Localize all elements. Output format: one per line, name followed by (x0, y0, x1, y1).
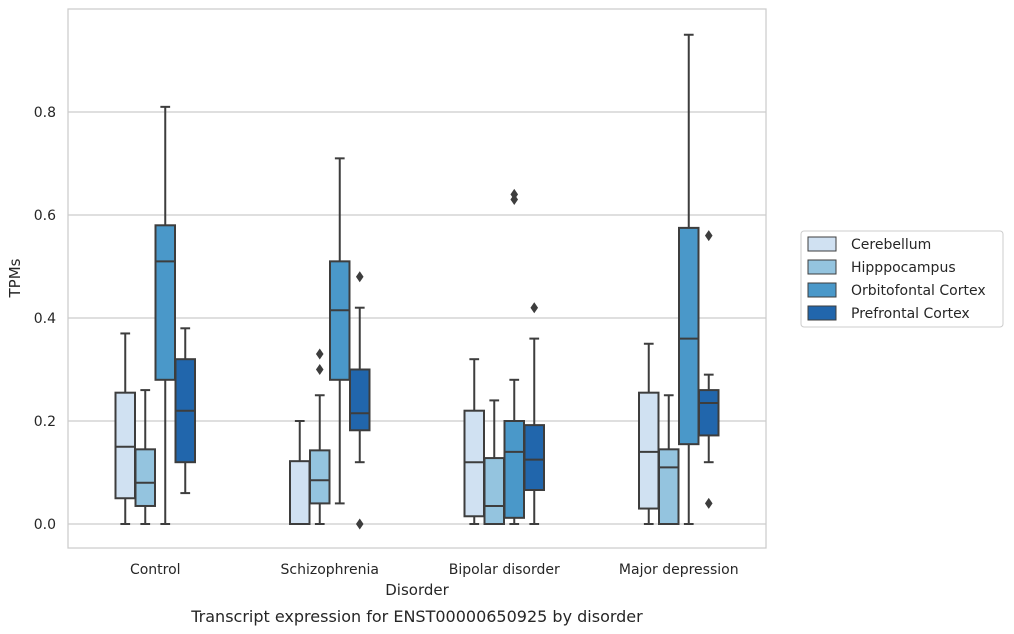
box-hipppocampus (483, 399, 505, 525)
x-tick-label: Bipolar disorder (449, 562, 560, 578)
chart-caption: Transcript expression for ENST0000065092… (190, 607, 643, 626)
y-tick-label: 0.4 (34, 311, 56, 327)
box-hipppocampus (134, 389, 156, 525)
y-tick-label: 0.6 (34, 208, 56, 224)
legend-swatch (807, 259, 837, 275)
outlier-point (355, 518, 364, 530)
legend-label: Hipppocampus (851, 260, 956, 276)
outlier-point (704, 497, 713, 509)
box-hipppocampus (658, 394, 680, 526)
y-axis-label: TPMs (6, 258, 24, 298)
x-tick-label: Control (130, 562, 181, 578)
box-cerebellum (114, 332, 136, 525)
outlier-point (355, 271, 364, 283)
box-body (154, 224, 176, 381)
legend: Cerebellum Hipppocampus Orbitofontal Corte… (800, 230, 1004, 328)
box-prefrontal-cortex (523, 302, 545, 525)
box-body (114, 391, 136, 500)
legend-label: Prefrontal Cortex (851, 306, 970, 322)
box-body (329, 260, 351, 381)
box-body (483, 457, 505, 525)
outlier-point (530, 302, 539, 314)
box-orbitofontal-cortex (503, 188, 525, 525)
x-tick-label: Schizophrenia (281, 562, 379, 578)
box-body (309, 449, 331, 505)
outlier-point (315, 364, 324, 375)
box-body (463, 409, 485, 518)
box-hipppocampus (309, 348, 331, 525)
legend-swatch (807, 282, 837, 298)
x-axis-ticks: Control Schizophrenia Bipolar disorder Majo… (130, 562, 739, 578)
y-tick-label: 0.2 (34, 414, 56, 430)
legend-label: Cerebellum (851, 237, 931, 253)
legend-label: Orbitofontal Cortex (851, 283, 986, 299)
legend-frame (800, 230, 1004, 328)
box-cerebellum (289, 420, 311, 526)
legend-swatch (807, 305, 837, 321)
box-plot-marks (114, 33, 720, 530)
x-axis-label: Disorder (385, 581, 449, 599)
box-body (289, 460, 311, 526)
box-orbitofontal-cortex (678, 33, 700, 525)
outlier-point (510, 188, 519, 200)
y-tick-label: 0.0 (34, 517, 56, 533)
box-orbitofontal-cortex (329, 157, 351, 505)
box-body (678, 226, 700, 446)
box-prefrontal-cortex (174, 327, 196, 495)
box-body (658, 448, 680, 526)
box-body (134, 448, 156, 507)
box-body (349, 368, 371, 432)
box-cerebellum (463, 358, 485, 525)
box-body (698, 389, 720, 437)
box-prefrontal-cortex (349, 271, 371, 530)
legend-swatch (807, 236, 837, 252)
plot-area-frame (67, 8, 767, 549)
box-body (638, 391, 660, 510)
box-cerebellum (638, 342, 660, 525)
outlier-point (704, 230, 713, 242)
x-tick-label: Major depression (619, 562, 739, 578)
outlier-point (315, 348, 324, 360)
y-axis-ticks: 0.0 0.2 0.4 0.6 0.8 (34, 105, 56, 533)
box-orbitofontal-cortex (154, 105, 176, 525)
box-body (523, 424, 545, 492)
y-tick-label: 0.8 (34, 105, 56, 121)
box-prefrontal-cortex (698, 230, 720, 509)
box-body (503, 420, 525, 519)
